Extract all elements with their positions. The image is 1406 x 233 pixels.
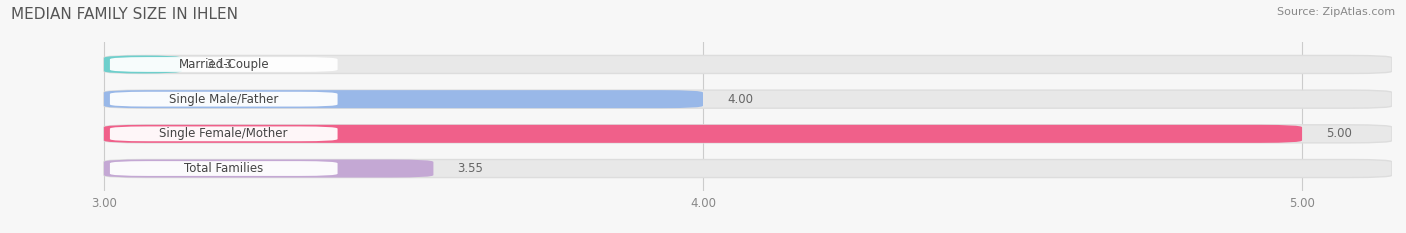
FancyBboxPatch shape — [104, 55, 181, 73]
Text: MEDIAN FAMILY SIZE IN IHLEN: MEDIAN FAMILY SIZE IN IHLEN — [11, 7, 238, 22]
Text: 4.00: 4.00 — [727, 93, 754, 106]
FancyBboxPatch shape — [104, 160, 433, 178]
FancyBboxPatch shape — [104, 90, 703, 108]
FancyBboxPatch shape — [104, 125, 1392, 143]
FancyBboxPatch shape — [104, 55, 1392, 73]
Text: Single Female/Mother: Single Female/Mother — [159, 127, 288, 140]
Text: Single Male/Father: Single Male/Father — [169, 93, 278, 106]
FancyBboxPatch shape — [110, 127, 337, 141]
Text: Source: ZipAtlas.com: Source: ZipAtlas.com — [1277, 7, 1395, 17]
Text: 3.55: 3.55 — [457, 162, 484, 175]
FancyBboxPatch shape — [104, 90, 1392, 108]
FancyBboxPatch shape — [110, 161, 337, 176]
Text: Total Families: Total Families — [184, 162, 263, 175]
FancyBboxPatch shape — [104, 125, 1302, 143]
Text: Married-Couple: Married-Couple — [179, 58, 269, 71]
FancyBboxPatch shape — [110, 92, 337, 106]
FancyBboxPatch shape — [110, 57, 337, 72]
Text: 5.00: 5.00 — [1326, 127, 1353, 140]
FancyBboxPatch shape — [104, 160, 1392, 178]
Text: 3.13: 3.13 — [205, 58, 232, 71]
